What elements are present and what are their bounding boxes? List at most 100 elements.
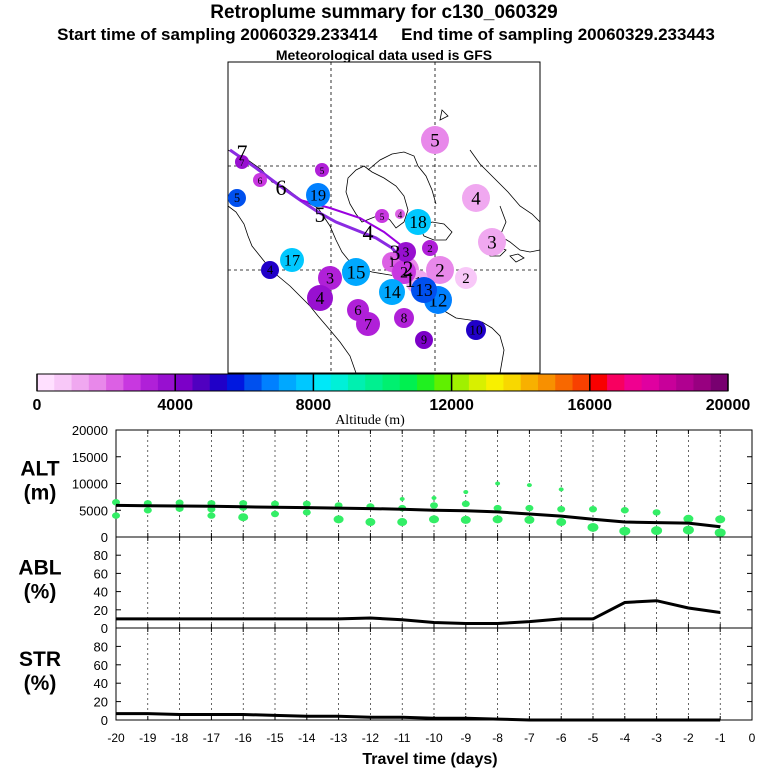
colorbar-tick-label: 8000	[296, 397, 332, 414]
altitude-point	[557, 505, 566, 513]
cluster-dot	[395, 209, 405, 219]
colorbar-cell	[278, 374, 297, 391]
cluster-marker: 2	[455, 267, 477, 289]
colorbar-tick-label: 12000	[429, 397, 474, 414]
colorbar-cell	[192, 374, 211, 391]
colorbar-cell	[624, 374, 643, 391]
cluster-marker: 9	[415, 331, 433, 349]
cluster-dot	[318, 266, 342, 290]
colorbar-tick-label: 0	[33, 397, 42, 414]
cluster-marker: 2	[392, 260, 416, 284]
colorbar-cell	[382, 374, 401, 391]
cluster-label: 4	[398, 210, 403, 220]
panel-alt: 0 5000 10000 15000 20000 ALT(m)	[20, 423, 753, 545]
time-series-panels: 05000100001500020000ALT(m)020406080ABL(%…	[18, 423, 755, 768]
cluster-dot	[315, 163, 329, 177]
altitude-point	[463, 490, 469, 495]
colorbar-cell	[417, 374, 435, 391]
cluster-label: 4	[316, 288, 325, 308]
colorbar-cell	[641, 374, 660, 391]
cluster-marker: 17	[280, 248, 304, 272]
cluster-dot	[415, 331, 433, 349]
x-tick-label: -17	[203, 731, 221, 745]
x-tick-label: -14	[298, 731, 316, 745]
colorbar-cell	[123, 374, 142, 391]
cluster-label: 2	[435, 260, 444, 281]
y-tick-label: 60	[94, 566, 108, 581]
cluster-label: 13	[415, 280, 433, 300]
cluster-marker: 2	[422, 240, 438, 256]
altitude-point	[682, 525, 694, 535]
cluster-dot	[261, 261, 279, 279]
path-day-label: 3	[390, 240, 401, 265]
colorbar-cell	[365, 374, 383, 391]
colorbar-cell	[589, 374, 608, 391]
x-tick-label: -2	[683, 731, 694, 745]
cluster-marker: 10	[466, 320, 486, 340]
panel-ylabel: (m)	[24, 482, 57, 505]
cluster-marker: 5	[228, 189, 246, 207]
cluster-marker: 4	[395, 209, 405, 220]
cluster-markers: 1112222333444455556677891012131415171819	[228, 126, 506, 349]
altitude-point	[683, 514, 694, 523]
cluster-dot	[455, 267, 477, 289]
altitude-point	[112, 512, 120, 519]
altitude-point	[333, 515, 344, 524]
x-tick-label: -18	[171, 731, 189, 745]
cluster-marker: 18	[405, 209, 431, 235]
colorbar-cell	[399, 374, 418, 391]
cluster-marker: 15	[342, 258, 370, 286]
map-gridlines	[228, 62, 540, 373]
cluster-label: 5	[320, 167, 325, 177]
cluster-label: 2	[462, 271, 469, 287]
cluster-marker: 4	[307, 285, 333, 311]
x-tick-label: -1	[715, 731, 726, 745]
cluster-dot	[307, 285, 333, 311]
altitude-point	[238, 513, 249, 522]
cluster-marker: 4	[462, 184, 490, 212]
colorbar-cell	[451, 374, 470, 391]
colorbar-cell	[209, 374, 228, 391]
colorbar-tick-label: 20000	[706, 397, 751, 414]
colorbar-cell	[520, 374, 539, 391]
cluster-label: 5	[380, 213, 385, 223]
colorbar-cell	[486, 374, 504, 391]
cluster-label: 3	[326, 269, 334, 287]
colorbar-cell	[261, 374, 280, 391]
altitude-point	[397, 518, 408, 527]
path-day-label: 7	[237, 140, 248, 165]
colorbar-cell	[710, 374, 729, 391]
cluster-dot	[466, 320, 486, 340]
cluster-label: 9	[421, 333, 427, 347]
cluster-marker: 8	[394, 308, 414, 328]
altitude-point	[714, 528, 726, 538]
altitude-colorbar: 0 4000 8000 12000 16000 20000 Altitude (m)	[33, 373, 751, 428]
altitude-point	[492, 515, 503, 524]
altitude-point	[461, 500, 470, 508]
altitude-point	[493, 504, 502, 512]
cluster-marker: 6	[253, 173, 267, 187]
colorbar-cell	[54, 374, 73, 391]
cluster-marker: 7	[356, 312, 380, 336]
cluster-dot	[280, 248, 304, 272]
cluster-label: 4	[267, 263, 273, 277]
cluster-label: 10	[469, 323, 483, 338]
x-tick-label: -20	[107, 731, 125, 745]
cluster-dot	[394, 308, 414, 328]
panel-ylabel: STR	[19, 648, 61, 671]
altitude-point	[460, 515, 471, 524]
panel-ylabel: ALT	[20, 458, 59, 481]
cluster-label: 6	[258, 177, 263, 187]
cluster-dot	[426, 256, 454, 284]
series-line	[116, 599, 721, 625]
y-tick-label: 20	[94, 603, 108, 618]
cluster-label: 2	[427, 243, 432, 255]
altitude-point	[175, 499, 184, 506]
cluster-dot	[462, 184, 490, 212]
y-tick-label: 40	[94, 585, 108, 600]
cluster-marker: 7	[235, 155, 249, 169]
colorbar-cell	[676, 374, 694, 391]
altitude-point	[207, 512, 216, 519]
